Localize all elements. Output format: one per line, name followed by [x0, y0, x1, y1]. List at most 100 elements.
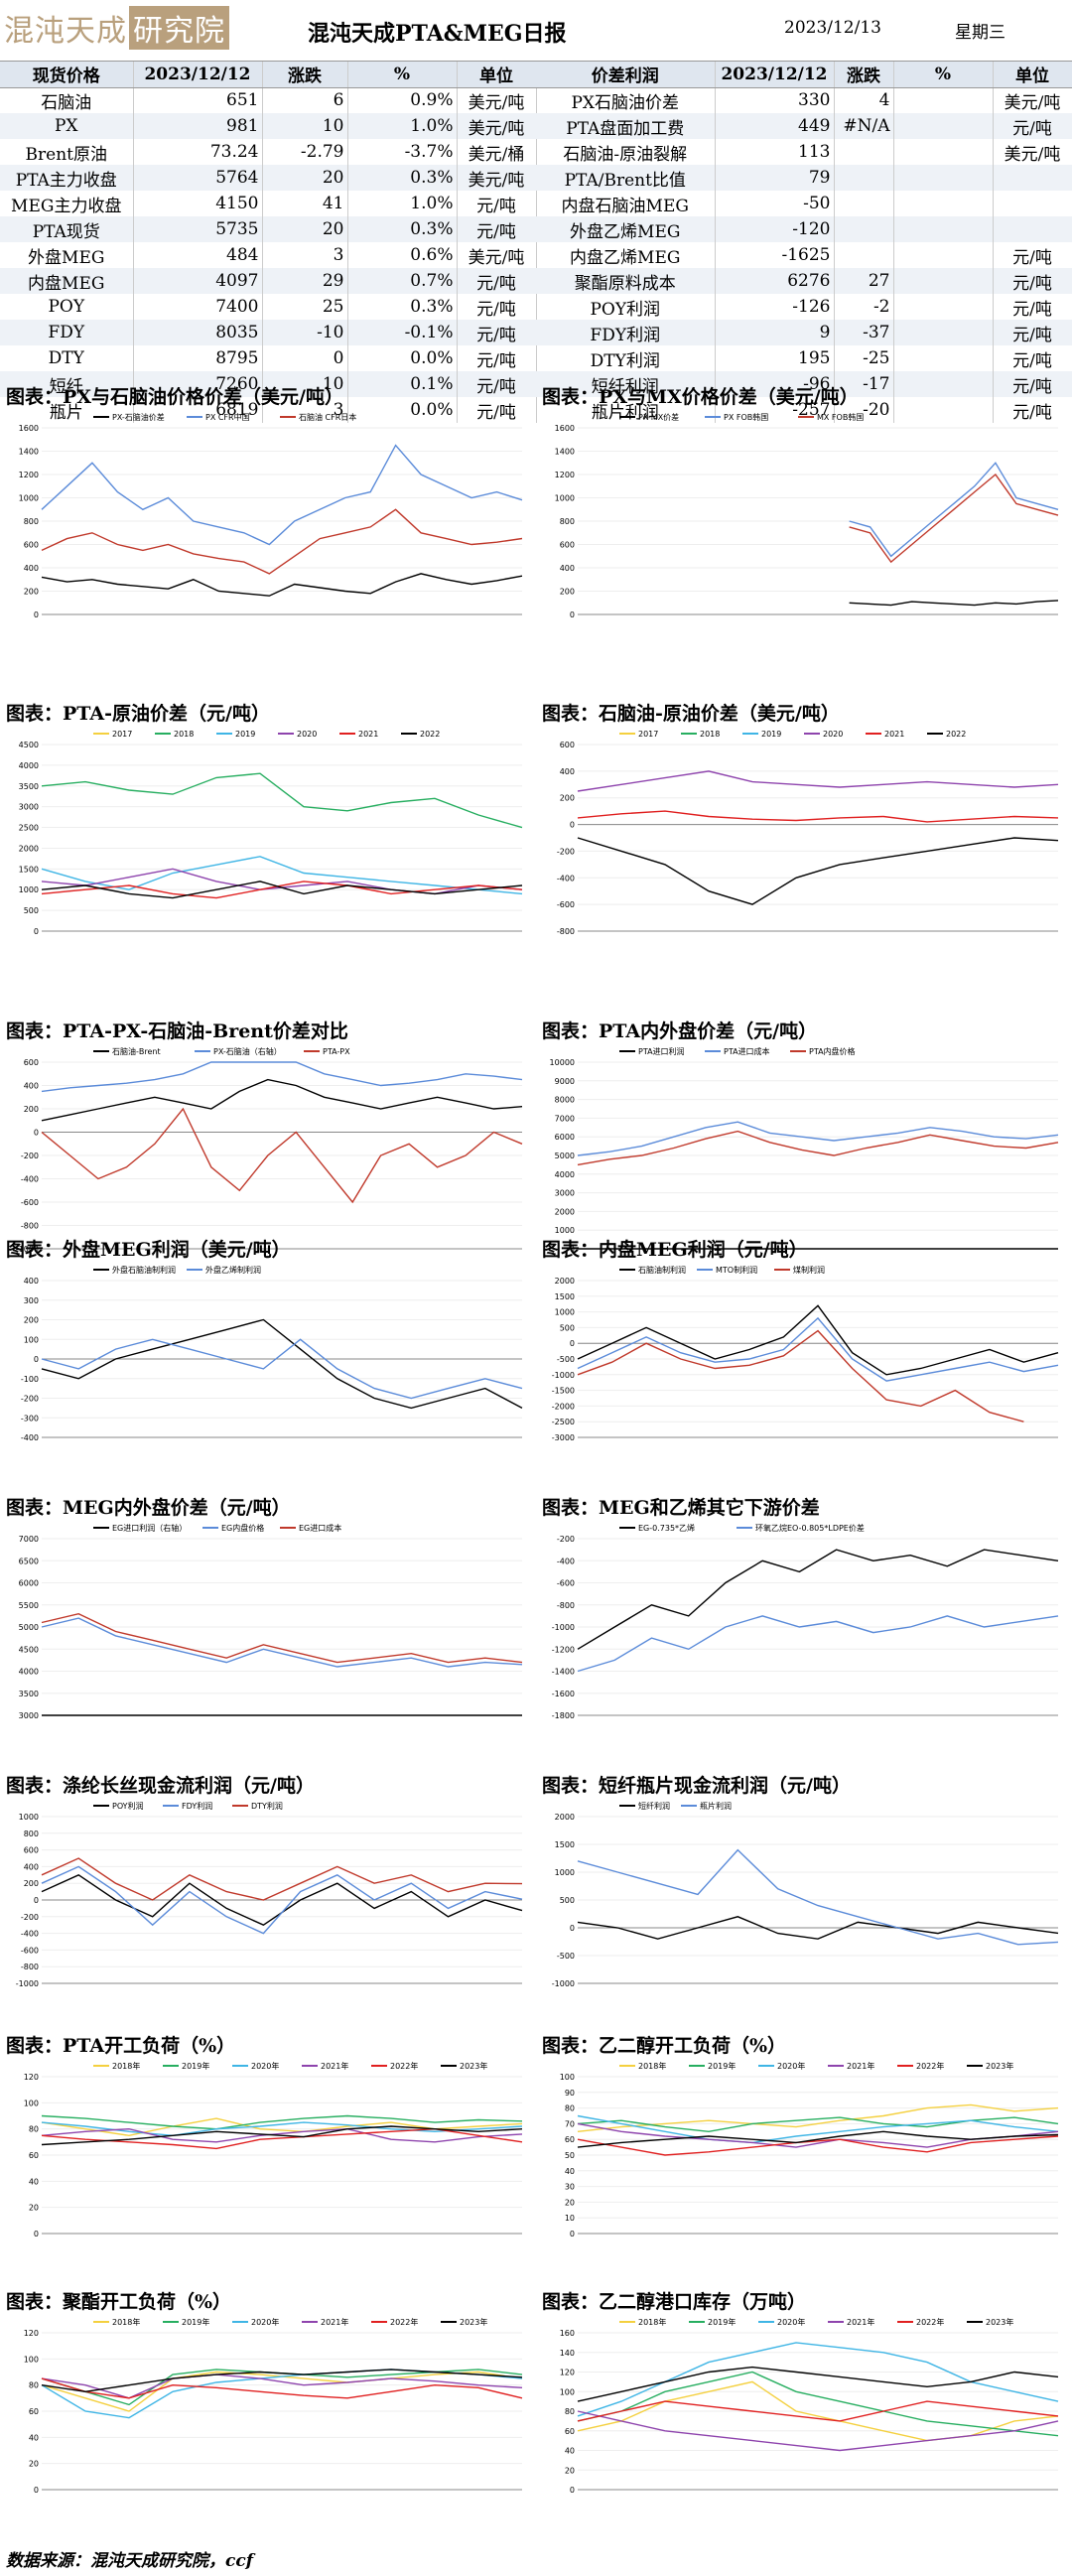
y-tick-label: 1000 [555, 1226, 575, 1235]
y-tick-label: 40 [29, 2433, 39, 2442]
legend-label: 煤制利润 [793, 1265, 825, 1275]
chart-title: 图表：MEG和乙烯其它下游价差 [542, 1497, 820, 1519]
table-cell: 美元/桶 [457, 139, 537, 165]
chart-5: 图表：PTA内外盘价差（元/吨） PTA进口利润 PTA进口成本 PTA内盘价格 0 10… [536, 1015, 1072, 1283]
table-cell: PTA/Brent比值 [536, 165, 716, 191]
table-cell: -10 [262, 320, 348, 345]
chart-title: 图表：PTA-PX-石脑油-Brent价差对比 [6, 1020, 348, 1042]
legend-label: PTA内盘价格 [809, 1046, 856, 1056]
y-tick-label: 4000 [19, 761, 39, 770]
legend-label: EG进口成本 [299, 1523, 341, 1533]
legend-item: EG进口利润（右轴） [93, 1523, 187, 1533]
table-cell: 瓶片利润 [536, 397, 716, 423]
table-cell: PTA现货 [0, 216, 134, 242]
legend-item: PX FOB韩国 [705, 412, 768, 422]
chart-svg: EG-0.735*乙烯 环氧乙烷EO-0.805*LDPE价差 -1800 -1600… [552, 1523, 1059, 1720]
table-cell [893, 320, 994, 345]
legend-item: 2019 [216, 730, 255, 739]
table-row: PTA盘面加工费 449 #N/A 元/吨 [536, 113, 1072, 139]
chart-title: 图表：涤纶长丝现金流利润（元/吨） [6, 1775, 315, 1797]
y-tick-label: -1000 [552, 1623, 575, 1632]
table-cell: 内盘石脑油MEG [536, 191, 716, 216]
y-tick-label: 2500 [19, 824, 39, 833]
y-tick-label: 600 [560, 741, 575, 749]
legend-item: 2019年 [689, 2317, 736, 2327]
chart-title: 图表：PX与石脑油价格价差（美元/吨） [6, 386, 343, 408]
table-cell: 元/吨 [993, 268, 1072, 294]
table-cell: 73.24 [133, 139, 263, 165]
header-cell: % [893, 62, 994, 88]
y-tick-label: 1600 [19, 424, 39, 433]
table-cell: DTY [0, 345, 134, 371]
table-cell: -96 [715, 371, 835, 397]
y-tick-label: 3500 [19, 1690, 39, 1698]
y-tick-label: 600 [24, 1846, 39, 1855]
y-tick-label: -400 [21, 1930, 39, 1939]
y-tick-label: 5000 [555, 1152, 575, 1160]
chart-13: 图表：乙二醇开工负荷（%） 2018年 2019年 2020年 2021年 2022年 20… [536, 2029, 1072, 2267]
chart-svg: 外盘石脑油制利润 外盘乙烯制利润 -400 -300 -200 -100 0 100 200 30… [21, 1265, 523, 1442]
legend-item: 石脑油 CFR日本 [280, 412, 356, 422]
y-tick-label: 1000 [555, 1868, 575, 1877]
y-tick-label: 0 [570, 1245, 575, 1254]
chart-title: 图表：PX与MX价格价差（美元/吨） [542, 386, 859, 408]
table-row: 短纤 7260 10 0.1% 元/吨 [0, 371, 537, 397]
table-cell: 0.0% [347, 397, 458, 423]
chart-svg: PX-MX价差 PX FOB韩国 MX FOB韩国 0 200 400 600 800 1000… [555, 412, 1059, 619]
legend-item: 2022年 [897, 2061, 944, 2071]
y-tick-label: 400 [24, 1082, 39, 1091]
y-tick-label: 70 [565, 2119, 575, 2128]
legend-label: 外盘乙烯制利润 [205, 1265, 261, 1275]
series-line [577, 2103, 1059, 2132]
chart-title: 图表：聚酯开工负荷（%） [6, 2291, 232, 2313]
y-tick-label: 400 [560, 564, 575, 573]
table-cell: MEG主力收盘 [0, 191, 134, 216]
legend-item: 2021年 [828, 2061, 874, 2071]
chart-svg: 石脑油制利润 MTO制利润 煤制利润 -3000 -2500 -2000 -1500 -100… [552, 1265, 1059, 1442]
y-tick-label: 3000 [19, 803, 39, 812]
table-cell: 1.0% [347, 191, 458, 216]
table-cell: FDY利润 [536, 320, 716, 345]
table-cell: 5735 [133, 216, 263, 242]
legend-label: 2020年 [251, 2061, 279, 2071]
legend-item: 2023年 [967, 2317, 1013, 2327]
legend-label: 2022 [420, 730, 440, 739]
legend-label: 2020年 [777, 2317, 805, 2327]
chart-title: 图表：PTA-原油价差（元/吨） [6, 703, 270, 725]
legend-item: 2020年 [758, 2061, 805, 2071]
report-header: 混沌天成 研究院 混沌天成PTA&MEG日报 2023/12/13 星期三 [0, 0, 1072, 62]
table-cell: 元/吨 [457, 294, 537, 320]
table-cell: 0.0% [347, 345, 458, 371]
table-cell: 113 [715, 139, 835, 165]
series-line [577, 2135, 1059, 2156]
y-tick-label: 80 [565, 2104, 575, 2113]
y-tick-label: 7000 [19, 1535, 39, 1544]
table-cell: -20 [834, 397, 894, 423]
series-line [849, 600, 1059, 607]
y-tick-label: -600 [557, 1579, 575, 1588]
legend-label: 瓶片利润 [700, 1801, 732, 1811]
y-tick-label: 6000 [555, 1133, 575, 1142]
table-cell: -3.7% [347, 139, 458, 165]
y-tick-label: 120 [24, 2073, 39, 2082]
chart-svg: 2018年 2019年 2020年 2021年 2022年 2023年 0 20 40 60 80 1… [560, 2317, 1059, 2495]
series-line [577, 1549, 1059, 1650]
legend-item: 环氧乙烷EO-0.805*LDPE价差 [737, 1523, 865, 1533]
series-line [41, 444, 523, 546]
series-line [577, 1916, 1059, 1940]
series-line [41, 2117, 523, 2137]
y-tick-label: 10 [565, 2214, 575, 2223]
legend-label: 石脑油-Brent [112, 1046, 161, 1056]
header-cell: 2023/12/12 [715, 62, 835, 88]
table-cell: 元/吨 [457, 320, 537, 345]
y-tick-label: -1200 [552, 1645, 575, 1654]
y-tick-label: 40 [29, 2177, 39, 2186]
table-cell: PTA盘面加工费 [536, 113, 716, 139]
table-cell [893, 165, 994, 191]
legend-label: 2019年 [708, 2317, 736, 2327]
y-tick-label: 0 [570, 1924, 575, 1933]
legend-item: 2022年 [371, 2317, 418, 2327]
table-cell: -257 [715, 397, 835, 423]
y-tick-label: 0 [34, 610, 39, 619]
legend-item: 2022 [927, 730, 966, 739]
